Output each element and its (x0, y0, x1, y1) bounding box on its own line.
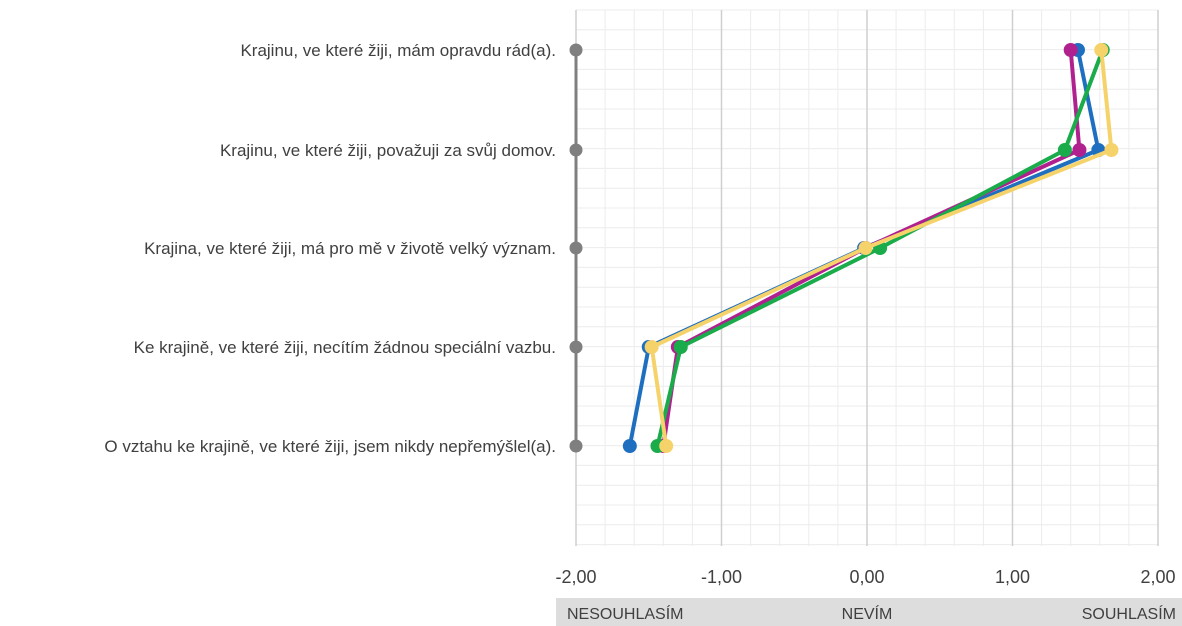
scale-label-disagree: NESOUHLASÍM (567, 604, 683, 623)
series-4-point (858, 241, 873, 255)
series-4-point (644, 340, 659, 354)
category-label: Ke krajině, ve které žiji, necítím žádno… (134, 338, 556, 357)
category-label: Krajinu, ve které žiji, považuji za svůj… (220, 141, 556, 160)
scale-label-agree: SOUHLASÍM (1082, 604, 1176, 623)
series-3-point (1057, 143, 1072, 157)
series-3-point (673, 340, 688, 354)
x-tick-label: -1,00 (701, 567, 742, 587)
category-axis-marker (569, 43, 583, 57)
grid (575, 9, 1159, 546)
series-4-point (1094, 43, 1109, 57)
labels-group: Krajinu, ve které žiji, mám opravdu rád(… (104, 41, 1182, 626)
x-tick-label: -2,00 (555, 567, 596, 587)
category-label: Krajinu, ve které žiji, mám opravdu rád(… (240, 41, 556, 60)
category-axis-marker (569, 340, 583, 354)
category-axis-marker (569, 143, 583, 157)
x-tick-label: 0,00 (849, 567, 884, 587)
category-axis-marker (569, 241, 583, 255)
scale-band (556, 598, 1182, 626)
category-label: O vztahu ke krajině, ve které žiji, jsem… (104, 437, 556, 456)
category-label: Krajina, ve které žiji, má pro mě v živo… (144, 239, 556, 258)
series-2-point (1072, 143, 1087, 157)
category-axis-marker (569, 439, 583, 453)
series-4-point (1104, 143, 1119, 157)
axis (569, 43, 583, 453)
series-2-point (1063, 43, 1078, 57)
series-4-point (659, 439, 674, 453)
x-tick-label: 2,00 (1140, 567, 1175, 587)
series-group (622, 43, 1119, 453)
x-tick-label: 1,00 (995, 567, 1030, 587)
scale-label-neutral: NEVÍM (842, 604, 893, 623)
series-1-point (622, 439, 637, 453)
